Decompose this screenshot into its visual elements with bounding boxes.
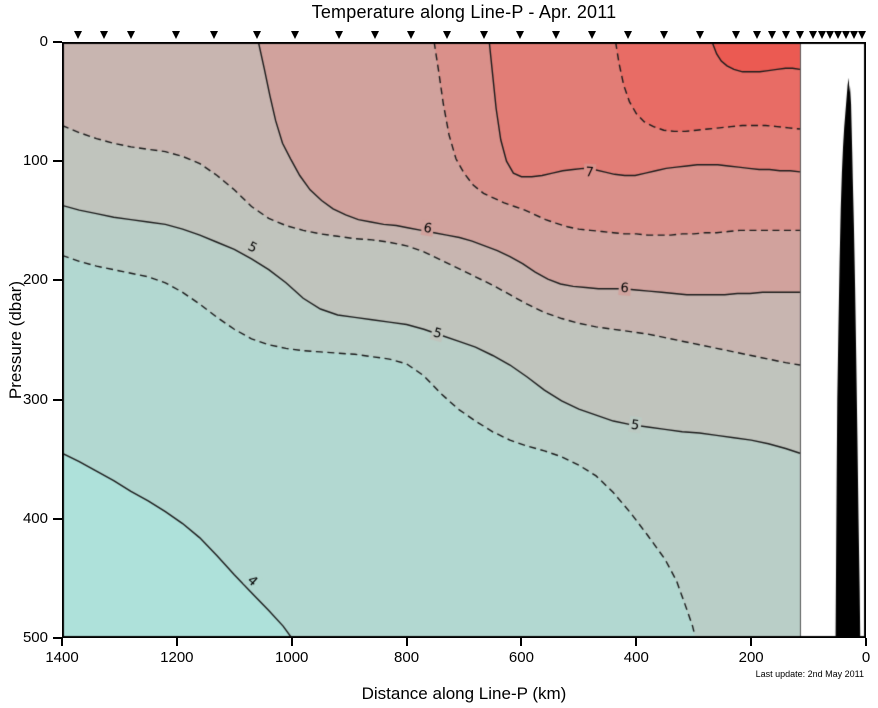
station-marker-icon	[515, 31, 524, 39]
station-marker-icon	[370, 31, 379, 39]
station-marker-icon	[623, 31, 632, 39]
y-axis-tick	[53, 41, 62, 43]
y-axis-tick	[53, 279, 62, 282]
y-tick-label: 100	[22, 152, 48, 170]
station-marker-icon	[732, 31, 741, 39]
station-marker-icon	[857, 31, 866, 39]
station-marker-icon	[795, 31, 804, 39]
station-marker-icon	[252, 31, 261, 39]
station-marker-icon	[782, 31, 791, 39]
x-axis-tick	[750, 638, 753, 646]
x-axis-tick	[520, 638, 523, 646]
y-axis-tick	[53, 637, 62, 639]
station-marker-icon	[588, 31, 597, 39]
x-axis-label: Distance along Line-P (km)	[361, 684, 567, 703]
y-axis-tick	[53, 160, 62, 163]
station-marker-icon	[442, 31, 451, 39]
y-axis-tick	[53, 398, 62, 401]
station-marker-icon	[334, 31, 343, 39]
x-tick-label: 200	[738, 649, 764, 666]
x-tick-label: 1200	[160, 649, 194, 666]
station-marker-icon	[833, 31, 842, 39]
last-update-note: Last update: 2nd May 2011	[755, 669, 864, 679]
x-tick-label: 0	[861, 649, 871, 666]
x-axis-tick	[635, 638, 638, 646]
station-marker-icon	[809, 31, 818, 39]
station-marker-icon	[767, 31, 776, 39]
y-tick-label: 300	[22, 390, 48, 408]
x-tick-label: 400	[623, 649, 649, 666]
station-marker-icon	[841, 31, 850, 39]
station-marker-icon	[849, 31, 858, 39]
station-marker-icon	[171, 31, 180, 39]
station-marker-icon	[752, 31, 761, 39]
station-marker-icon	[127, 31, 136, 39]
y-axis-label: Pressure (dbar)	[6, 280, 25, 400]
x-axis-tick	[405, 638, 408, 646]
station-marker-icon	[100, 31, 109, 39]
station-marker-icon	[696, 31, 705, 39]
station-marker-icon	[479, 31, 488, 39]
station-marker-icon	[825, 31, 834, 39]
y-axis-tick	[53, 517, 62, 520]
x-tick-label: 1000	[275, 649, 309, 666]
contour-plot-canvas	[62, 42, 866, 638]
y-tick-label: 0	[39, 33, 48, 50]
station-marker-icon	[209, 31, 218, 39]
x-tick-label: 1400	[45, 649, 79, 666]
chart-title: Temperature along Line-P - Apr. 2011	[311, 2, 617, 22]
x-axis-tick	[290, 638, 293, 646]
station-marker-icon	[817, 31, 826, 39]
station-marker-icon	[659, 31, 668, 39]
x-tick-label: 800	[394, 649, 420, 666]
station-marker-icon	[551, 31, 560, 39]
station-marker-icon	[406, 31, 415, 39]
x-axis-tick	[61, 638, 63, 646]
x-axis-tick	[865, 638, 867, 646]
y-tick-label: 500	[22, 629, 48, 646]
y-tick-label: 400	[22, 509, 48, 527]
station-marker-icon	[290, 31, 299, 39]
y-tick-label: 200	[22, 271, 48, 289]
x-tick-label: 600	[508, 649, 534, 666]
x-axis-tick	[175, 638, 178, 646]
station-marker-icon	[73, 31, 82, 39]
